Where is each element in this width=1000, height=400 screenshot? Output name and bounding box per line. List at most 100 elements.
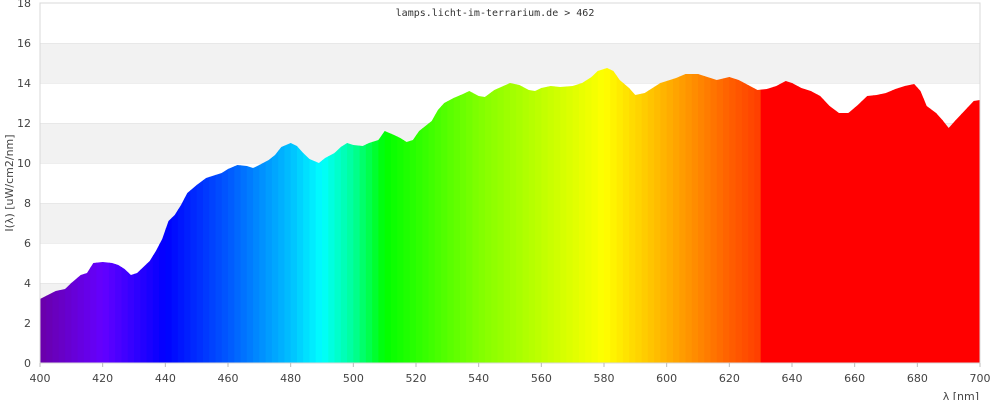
x-tick-label: 620 — [719, 372, 740, 385]
spectrum-stripe — [666, 68, 674, 363]
x-tick-label: 700 — [970, 372, 991, 385]
spectrum-stripe — [597, 68, 605, 363]
y-tick-label: 0 — [24, 357, 31, 370]
spectrum-stripe — [785, 68, 793, 363]
spectrum-stripe — [917, 68, 925, 363]
x-axis: 400 420 440 460 480 500 520 540 560 580 600 620 640 6… — [30, 363, 991, 385]
spectrum-stripe — [309, 68, 317, 363]
spectrum-stripe — [190, 68, 198, 363]
spectrum-stripe — [390, 68, 398, 363]
spectrum-stripe — [428, 68, 436, 363]
spectrum-stripe — [516, 68, 524, 363]
spectrum-stripe — [641, 68, 649, 363]
grid-band — [40, 43, 980, 83]
spectrum-stripe — [422, 68, 430, 363]
spectrum-stripe — [873, 68, 881, 363]
spectrum-stripe — [647, 68, 655, 363]
x-tick-label: 560 — [531, 372, 552, 385]
x-tick-label: 660 — [844, 372, 865, 385]
spectrum-stripe — [409, 68, 417, 363]
spectrum-stripe — [215, 68, 223, 363]
spectrum-stripe — [322, 68, 329, 363]
spectrum-stripe — [654, 68, 661, 363]
spectrum-stripe — [973, 68, 980, 363]
spectrum-stripe — [177, 68, 185, 363]
y-tick-label: 4 — [24, 277, 31, 290]
spectrum-stripe — [798, 68, 806, 363]
spectrum-stripe — [416, 68, 423, 363]
spectrum-stripe — [848, 68, 856, 363]
spectrum-stripe — [704, 68, 712, 363]
spectrum-stripe — [923, 68, 931, 363]
spectrum-stripe — [171, 68, 179, 363]
spectrum-stripe — [359, 68, 367, 363]
spectrum-stripe — [616, 68, 624, 363]
spectrum-stripe — [760, 68, 768, 363]
spectrum-stripe — [911, 68, 918, 363]
spectrum-stripe — [842, 68, 849, 363]
spectrum-stripe — [347, 68, 354, 363]
spectrum-stripe — [334, 68, 342, 363]
y-tick-label: 8 — [24, 197, 31, 210]
spectrum-stripe — [221, 68, 229, 363]
spectrum-stripe — [397, 68, 405, 363]
y-tick-label: 2 — [24, 317, 31, 330]
spectrum-stripe — [698, 68, 705, 363]
spectrum-stripe — [936, 68, 943, 363]
spectrum-stripe — [804, 68, 812, 363]
spectrum-stripe — [541, 68, 549, 363]
spectrum-stripe — [660, 68, 668, 363]
spectrum-stripe — [547, 68, 555, 363]
spectrum-stripe — [604, 68, 611, 363]
spectrum-stripe — [716, 68, 724, 363]
spectrum-stripe — [535, 68, 542, 363]
y-tick-label: 6 — [24, 237, 31, 250]
spectrum-stripe — [961, 68, 969, 363]
x-tick-label: 520 — [406, 372, 427, 385]
spectrum-stripe — [892, 68, 900, 363]
spectrum-stripe — [491, 68, 499, 363]
spectrum-stripe — [259, 68, 267, 363]
spectrum-stripe — [447, 68, 455, 363]
spectrum-stripe — [472, 68, 480, 363]
spectrum-stripe — [860, 68, 868, 363]
spectrum-stripe — [240, 68, 248, 363]
spectrum-stripe — [735, 68, 743, 363]
spectrum-stripe — [622, 68, 630, 363]
spectrum-stripe — [672, 68, 680, 363]
spectrum-stripe — [503, 68, 511, 363]
spectrum-stripe — [879, 68, 887, 363]
spectrum-stripe — [372, 68, 379, 363]
spectrum-stripe — [823, 68, 831, 363]
spectrum-stripe — [948, 68, 956, 363]
spectrum-stripe — [434, 68, 442, 363]
spectrum-stripe — [328, 68, 336, 363]
spectrum-stripe — [741, 68, 749, 363]
spectrum-stripe — [184, 68, 191, 363]
spectrum-stripe — [234, 68, 242, 363]
y-axis-label: I(λ) [uW/cm2/nm] — [3, 134, 16, 231]
spectrum-stripe — [553, 68, 561, 363]
spectrum-stripe — [497, 68, 505, 363]
spectrum-stripe — [817, 68, 824, 363]
x-tick-label: 600 — [656, 372, 677, 385]
spectrum-stripe — [685, 68, 693, 363]
spectrum-stripe — [748, 68, 755, 363]
spectrum-stripe — [441, 68, 448, 363]
spectrum-stripe — [829, 68, 837, 363]
y-tick-label: 10 — [17, 157, 31, 170]
spectrum-stripe — [754, 68, 762, 363]
x-tick-label: 460 — [218, 372, 239, 385]
spectrum-stripe — [566, 68, 574, 363]
x-tick-label: 680 — [907, 372, 928, 385]
spectrum-stripe — [610, 68, 618, 363]
spectrum-stripe — [265, 68, 273, 363]
y-tick-label: 18 — [17, 0, 31, 10]
spectrum-stripe — [792, 68, 799, 363]
spectrum-stripe — [365, 68, 373, 363]
spectrum-stripe — [591, 68, 599, 363]
spectrum-stripe — [340, 68, 348, 363]
x-tick-label: 640 — [782, 372, 803, 385]
spectrum-stripe — [253, 68, 260, 363]
